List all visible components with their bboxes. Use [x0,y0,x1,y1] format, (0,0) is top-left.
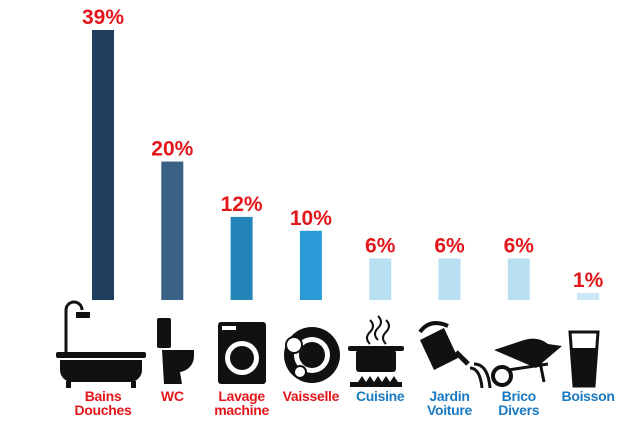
icon-glass [568,330,600,388]
category-label: Jardin Voiture [426,388,473,418]
icon-washer [218,322,266,384]
bar [161,161,184,300]
icon-wc [157,318,195,384]
icon-bath [56,300,146,388]
bar [299,230,322,300]
value-label: 1% [573,269,604,292]
category-label: Bains Douches [74,388,132,418]
value-label: 20% [151,138,193,161]
category-label: Vaisselle [282,388,340,404]
category-label: WC [160,388,184,404]
bar [577,293,600,300]
value-label: 6% [434,234,465,257]
bar [369,258,392,300]
icon-dishes [284,327,340,383]
icon-wheelbarrow [491,338,562,387]
icon-pot [348,315,404,387]
value-label: 6% [365,234,396,257]
category-label: Cuisine [355,388,405,404]
bar [230,216,253,300]
bar [92,30,114,300]
bar [507,258,530,300]
bar [438,258,461,300]
icons [56,300,600,389]
icon-watering-can [418,321,492,389]
value-label: 39% [82,6,124,29]
value-label: 12% [221,193,263,216]
category-label: Lavage machine [214,388,269,418]
category-label: Boisson [561,388,615,404]
category-label: Brico Divers [498,388,540,418]
value-label: 10% [290,207,332,230]
value-label: 6% [504,234,535,257]
